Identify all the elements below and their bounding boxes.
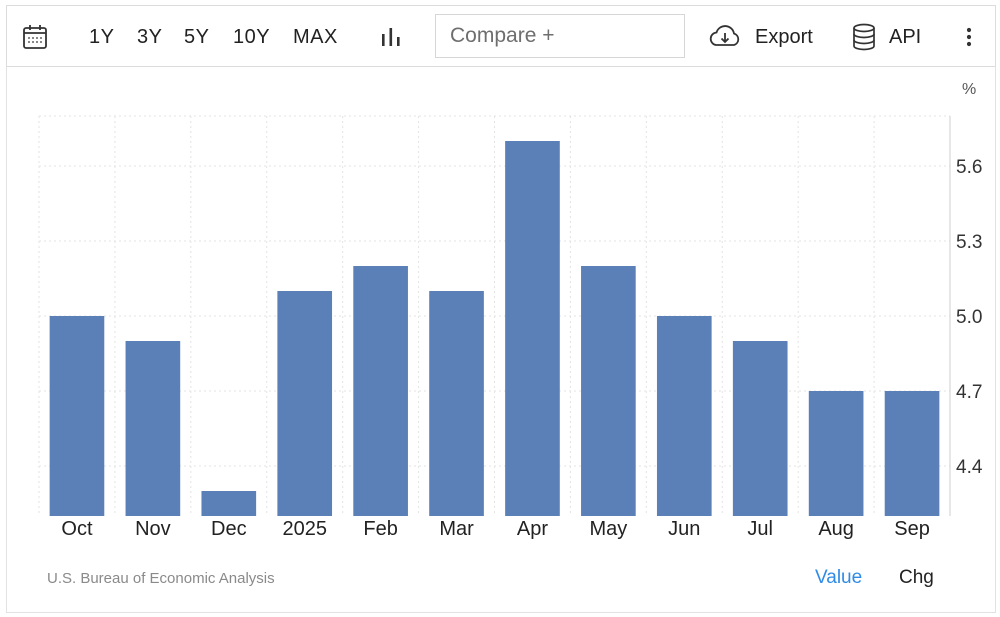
bar-feb [353, 266, 408, 516]
more-vertical-icon [966, 27, 972, 47]
bar-aug [808, 391, 864, 516]
bar-mar [429, 291, 484, 516]
change-tab[interactable]: Chg [899, 567, 934, 588]
y-tick-label: 4.7 [956, 382, 982, 403]
x-tick-label: Apr [517, 518, 548, 540]
y-tick-label: 4.4 [956, 457, 983, 478]
export-button[interactable]: Export [707, 6, 813, 68]
bar-dec [201, 491, 257, 516]
x-tick-label: Nov [135, 518, 171, 540]
bar-sep [884, 391, 940, 516]
y-tick-label: 5.3 [956, 232, 982, 253]
value-tab[interactable]: Value [815, 567, 863, 588]
bar-oct [49, 316, 105, 516]
range-10y-button[interactable]: 10Y [233, 25, 271, 48]
x-tick-label: Mar [439, 518, 474, 540]
range-max-button[interactable]: MAX [293, 25, 338, 48]
y-tick-label: 5.0 [956, 307, 982, 328]
export-label: Export [755, 25, 813, 48]
chart-toolbar: 1Y 3Y 5Y 10Y MAX Compare + Export API [6, 5, 996, 67]
y-tick-label: 5.6 [956, 157, 982, 178]
bar-2025 [277, 291, 333, 516]
compare-placeholder: Compare + [450, 24, 555, 47]
bar-may [581, 266, 636, 516]
x-tick-label: May [589, 518, 627, 540]
bar-nov [125, 341, 181, 516]
more-options-button[interactable] [957, 6, 981, 68]
x-tick-label: Sep [894, 518, 930, 540]
range-3y-button[interactable]: 3Y [137, 25, 163, 48]
data-source: U.S. Bureau of Economic Analysis [47, 570, 275, 587]
bar-apr [505, 141, 560, 516]
cloud-download-icon [709, 25, 740, 46]
range-1y-button[interactable]: 1Y [89, 25, 115, 48]
x-tick-label: Aug [818, 518, 854, 540]
api-label: API [889, 25, 922, 48]
x-tick-label: 2025 [282, 518, 327, 540]
bar-jun [656, 316, 712, 516]
x-tick-label: Oct [61, 518, 93, 540]
range-5y-button[interactable]: 5Y [184, 25, 210, 48]
calendar-icon [23, 25, 47, 49]
y-axis-unit: % [962, 81, 977, 98]
database-icon [853, 23, 875, 51]
x-tick-label: Jul [747, 518, 773, 540]
bar-jul [732, 341, 788, 516]
calendar-button[interactable] [21, 6, 49, 68]
x-tick-label: Feb [363, 518, 397, 540]
x-tick-label: Jun [668, 518, 700, 540]
chart-type-button[interactable] [379, 6, 403, 68]
x-tick-label: Dec [211, 518, 247, 540]
bar-chart-icon [382, 28, 400, 46]
api-button[interactable]: API [851, 6, 921, 68]
compare-input[interactable]: Compare + [435, 14, 685, 58]
